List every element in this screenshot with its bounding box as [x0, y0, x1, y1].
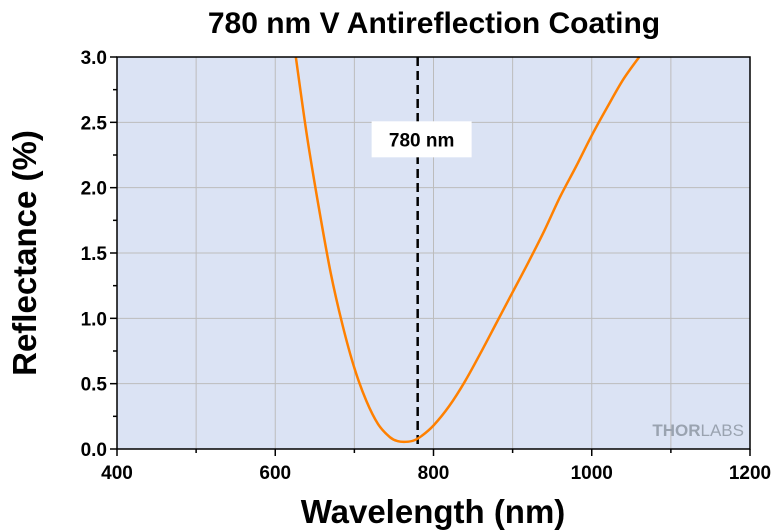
- reflectance-curve: [294, 56, 641, 444]
- chart-title: 780 nm V Antireflection Coating: [208, 7, 660, 40]
- annotation-box: [371, 121, 472, 158]
- y-tick-label-2.5: 2.5: [81, 113, 108, 134]
- x-tick-label-800: 800: [418, 463, 450, 484]
- y-tick-label-0.5: 0.5: [81, 375, 108, 396]
- y-tick-label-1.5: 1.5: [81, 244, 108, 265]
- y-tick-label-0: 0.0: [81, 440, 107, 461]
- y-tick-label-3: 3.0: [81, 48, 107, 69]
- y-tick-label-2: 2.0: [81, 179, 107, 200]
- x-tick-label-600: 600: [259, 463, 291, 484]
- axis-ticks: 400 600 800 1000 1200 0.0 0.5 1.0 1.5 2.0 2.5 3.0: [81, 48, 772, 484]
- x-tick-label-1200: 1200: [729, 463, 771, 484]
- thorlabs-watermark: THORLABS: [652, 421, 744, 440]
- x-axis-label: Wavelength (nm): [301, 493, 566, 530]
- plot-frame: [116, 56, 751, 450]
- x-tick-label-1000: 1000: [571, 463, 613, 484]
- watermark-labs: LABS: [701, 421, 744, 440]
- annotation-label: 780 nm: [389, 130, 454, 151]
- y-axis-label: Reflectance (%): [6, 130, 43, 376]
- x-tick-label-400: 400: [101, 463, 133, 484]
- watermark-thor: THOR: [652, 421, 700, 440]
- y-tick-label-1: 1.0: [81, 309, 107, 330]
